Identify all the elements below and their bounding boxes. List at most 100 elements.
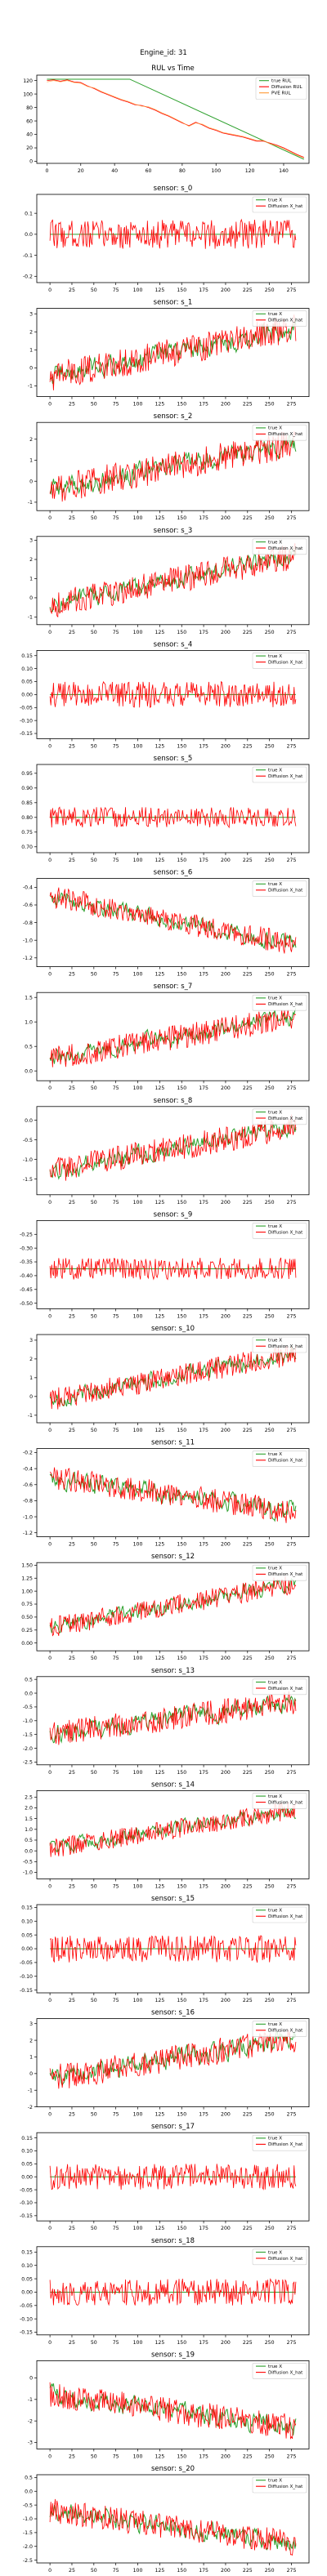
x-tick-label: 75 [113,2568,119,2573]
legend-box [252,1223,307,1239]
x-tick-label: 25 [69,2340,75,2346]
series-line-diffusion [49,887,297,954]
x-tick-label: 200 [221,1428,231,1433]
chart-panel-19: sensor: s_18 0 25 50 75 100 125 150 175 200 225 250… [20,2237,310,2346]
x-tick-label: 200 [221,1313,231,1319]
y-tick-label: 0.15 [21,1905,33,1911]
x-tick-label: 150 [177,402,186,408]
x-tick-label: 50 [91,402,97,408]
x-tick-label: 275 [287,743,297,749]
y-tick-label: -0.05 [20,1960,33,1966]
y-tick-label: 1 [29,577,33,582]
x-tick-label: 275 [287,1085,297,1091]
y-tick-label: -1 [28,2088,33,2093]
x-tick-label: 250 [265,2453,275,2459]
y-tick-label: 0.85 [21,800,33,806]
y-tick-label: -0.5 [23,1860,33,1865]
x-tick-label: 25 [69,1883,75,1889]
x-tick-label: 150 [177,1770,186,1776]
x-tick-label: 275 [287,515,297,521]
y-tick-label: 0.10 [21,666,33,672]
y-tick-label: 2 [29,1357,33,1362]
x-tick-label: 200 [221,515,231,521]
x-tick-label: 125 [155,972,164,978]
y-tick-label: -2.0 [23,1746,33,1752]
series-line-true [49,2382,297,2436]
y-tick-label: -2 [28,2418,33,2424]
y-tick-label: 0.00 [21,2174,33,2180]
x-tick-label: 0 [45,168,48,174]
y-tick-label: 3 [29,311,33,317]
legend-box [252,766,307,783]
series-line-diffusion [49,218,297,249]
y-tick-label: 0.95 [21,771,33,777]
legend-label: Diffusion X_hat [268,1800,303,1805]
x-tick-label: 75 [113,2453,119,2459]
x-tick-label: 60 [146,168,152,174]
chart-panel-21: sensor: s_20 0 25 50 75 100 125 150 175 200 225 250… [23,2465,310,2574]
x-tick-label: 20 [78,168,84,174]
x-tick-label: 25 [69,2226,75,2231]
chart-title: sensor: s_19 [151,2351,195,2359]
legend-label: Diffusion X_hat [268,319,303,323]
y-tick-label: -1.5 [23,2530,33,2536]
x-tick-label: 125 [155,1313,164,1319]
series-line-diffusion [49,680,297,708]
x-tick-label: 0 [48,1200,52,1206]
chart-title: RUL vs Time [151,65,195,73]
series-line-true [49,1806,297,1854]
x-tick-label: 200 [221,1883,231,1889]
y-tick-label: -0.4 [23,1466,33,1472]
x-tick-label: 175 [199,972,208,978]
x-tick-label: 250 [265,630,275,635]
chart-panel-7: sensor: s_6 0 25 50 75 100 125 150 175 200 225 250 2… [23,869,310,978]
y-tick-label: -0.6 [23,902,33,908]
series-line-diffusion [49,1691,297,1745]
y-tick-label: 0.0 [25,1848,33,1854]
x-tick-label: 100 [133,515,143,521]
x-tick-label: 200 [221,858,231,863]
chart-title: sensor: s_10 [151,1325,195,1333]
plot-frame [36,421,310,511]
y-tick-label: 0.90 [21,786,33,791]
legend-box [252,1793,307,1809]
x-tick-label: 150 [177,1313,186,1319]
y-tick-label: 0.0 [25,1691,33,1696]
x-tick-label: 50 [91,972,97,978]
x-tick-label: 25 [69,630,75,635]
y-tick-label: 120 [23,78,33,84]
x-tick-label: 25 [69,402,75,408]
x-tick-label: 125 [155,1998,164,2003]
x-tick-label: 150 [177,1998,186,2003]
x-tick-label: 75 [113,1883,119,1889]
legend-label: true X [268,1909,282,1914]
x-tick-label: 225 [243,2453,253,2459]
x-tick-label: 225 [243,2226,253,2231]
y-tick-label: 0.15 [21,2136,33,2141]
x-tick-label: 150 [177,1428,186,1433]
chart-panel-0: RUL vs Time 0 20 40 60 80 100 120 140 0 20 40 60 80 10… [23,65,310,174]
x-tick-label: 150 [177,858,186,863]
x-tick-label: 25 [69,1770,75,1776]
chart-title: sensor: s_7 [154,983,193,991]
chart-panel-9: sensor: s_8 0 25 50 75 100 125 150 175 200 225 250 2… [23,1097,310,1206]
x-tick-label: 275 [287,1313,297,1319]
x-tick-label: 250 [265,858,275,863]
y-tick-label: 1.0 [25,1019,33,1025]
legend-box [252,1678,307,1696]
x-tick-label: 125 [155,402,164,408]
y-tick-label: -0.05 [20,705,33,711]
legend-label: Diffusion X_hat [268,1344,303,1349]
y-tick-label: -0.5 [23,1705,33,1710]
y-tick-label: -0.2 [23,274,33,279]
legend-label: Diffusion X_hat [268,2029,303,2034]
x-tick-label: 100 [133,972,143,978]
y-tick-label: -3 [28,2440,33,2446]
x-tick-label: 150 [177,1085,186,1091]
x-tick-label: 225 [243,1542,253,1548]
chart-panel-20: sensor: s_19 0 25 50 75 100 125 150 175 200 225 250… [28,2351,310,2459]
y-tick-label: 1.50 [21,1563,33,1569]
